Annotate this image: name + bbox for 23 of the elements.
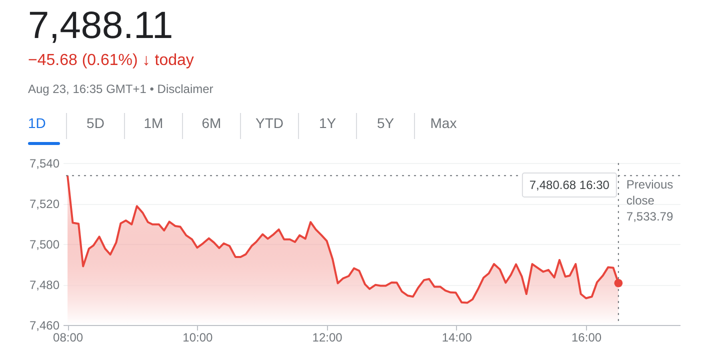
x-tick-label: 08:00 xyxy=(53,330,84,344)
chart-title: 7,488.11 xyxy=(28,4,174,48)
text: Max xyxy=(414,113,472,139)
x-tick-label: 12:00 xyxy=(312,330,343,344)
y-tick-label: 7,480 xyxy=(29,278,60,292)
text: 1M xyxy=(124,113,182,139)
text: 5Y xyxy=(356,113,414,139)
y-tick-label: 7,460 xyxy=(29,318,60,332)
x-tick-label: 14:00 xyxy=(442,330,472,344)
text: YTD xyxy=(240,113,298,139)
text: 1D xyxy=(28,114,47,133)
chart-subtitle: −45.68 (0.61%) ↓ today xyxy=(28,52,195,70)
text: 1Y xyxy=(298,113,356,139)
y-tick-label: 7,540 xyxy=(29,156,60,170)
annotation: 7,480.68 16:30 xyxy=(529,178,610,192)
text: 5D xyxy=(66,113,124,139)
x-tick-label: 16:00 xyxy=(572,330,602,344)
text: 6M xyxy=(182,113,240,139)
text: Aug 23, 16:35 GMT+1 • Disclaimer xyxy=(28,82,214,96)
y-tick-label: 7,500 xyxy=(29,238,60,252)
ref-line-label: Previous close 7,533.79 xyxy=(626,178,674,224)
y-tick-label: 7,520 xyxy=(29,197,60,211)
x-tick-label: 10:00 xyxy=(182,330,213,344)
